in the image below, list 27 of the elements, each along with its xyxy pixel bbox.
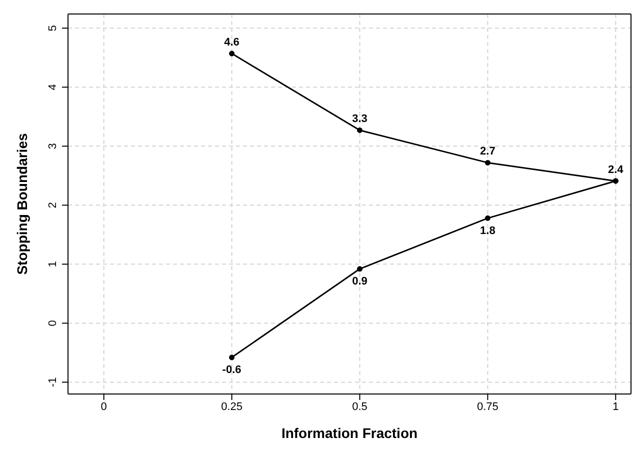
- x-tick-label: 0: [100, 400, 107, 413]
- point: [356, 266, 362, 272]
- y-axis-title: Stopping Boundaries: [14, 133, 30, 275]
- x-tick-label: 0.5: [352, 400, 368, 413]
- y-tick-label: 5: [47, 25, 59, 32]
- y-tick-label: 2: [47, 202, 59, 208]
- y-tick-label: 1: [47, 261, 59, 268]
- x-tick-label: 1: [612, 400, 619, 413]
- data-label: 2.7: [480, 146, 496, 158]
- y-tick-label: 4: [47, 84, 59, 90]
- y-tick-label: 3: [47, 143, 59, 150]
- y-tick-label: 0: [47, 320, 59, 326]
- point: [229, 50, 235, 56]
- point: [356, 127, 362, 133]
- x-axis-title: Information Fraction: [281, 425, 418, 441]
- point: [484, 160, 490, 166]
- data-label: -0.6: [222, 364, 242, 376]
- x-tick-label: 0.75: [476, 400, 498, 413]
- y-tick-label: -1: [47, 377, 59, 388]
- data-label: 3.3: [352, 113, 368, 126]
- point: [229, 354, 235, 360]
- data-label: 2.4: [608, 164, 624, 176]
- point: [484, 215, 490, 221]
- data-label: 4.6: [224, 36, 240, 49]
- data-label: 0.9: [352, 276, 368, 288]
- data-label: 1.8: [480, 224, 496, 237]
- x-tick-label: 0.25: [221, 400, 242, 413]
